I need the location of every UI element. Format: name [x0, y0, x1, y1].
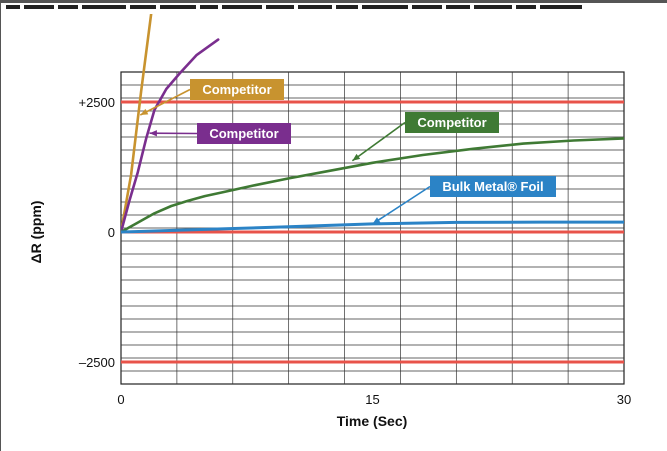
annotation-arrowhead [140, 108, 149, 115]
x-tick-label: 0 [117, 392, 124, 407]
y-tick-label: 0 [108, 225, 115, 240]
y-tick-label: +2500 [78, 95, 115, 110]
grid [120, 71, 625, 385]
x-tick-label: 30 [617, 392, 631, 407]
annotation-arrowhead [372, 217, 381, 224]
annotation-box [430, 176, 556, 197]
annotation-leader [372, 185, 431, 225]
annotation-label: Competitor [209, 126, 278, 141]
annotation-box [190, 79, 284, 100]
x-tick-label: 15 [365, 392, 379, 407]
series-line-3 [121, 137, 624, 234]
annotation-leader [351, 121, 406, 162]
y-axis-label: ΔR (ppm) [28, 201, 44, 264]
annotation-label: Competitor [202, 82, 271, 97]
annotation-box [197, 123, 291, 144]
cropped-caption-strip [0, 0, 667, 9]
annotation-label: Competitor [417, 115, 486, 130]
x-axis-label: Time (Sec) [337, 413, 408, 429]
reference-lines [121, 100, 624, 364]
tick-labels: +2500 0 –2500 0 15 30 [78, 95, 631, 407]
annotation-leader [139, 88, 191, 116]
annotations: Competitor Competitor Competitor Bulk Metal… [139, 79, 556, 225]
y-tick-label: –2500 [79, 355, 115, 370]
annotation-box [405, 112, 499, 133]
series-group [121, 14, 624, 234]
series-line-2 [121, 38, 220, 234]
annotation-arrowhead [149, 130, 157, 137]
annotation-arrowhead [352, 153, 361, 161]
series-line-1 [121, 14, 153, 234]
annotation-label: Bulk Metal® Foil [442, 179, 543, 194]
